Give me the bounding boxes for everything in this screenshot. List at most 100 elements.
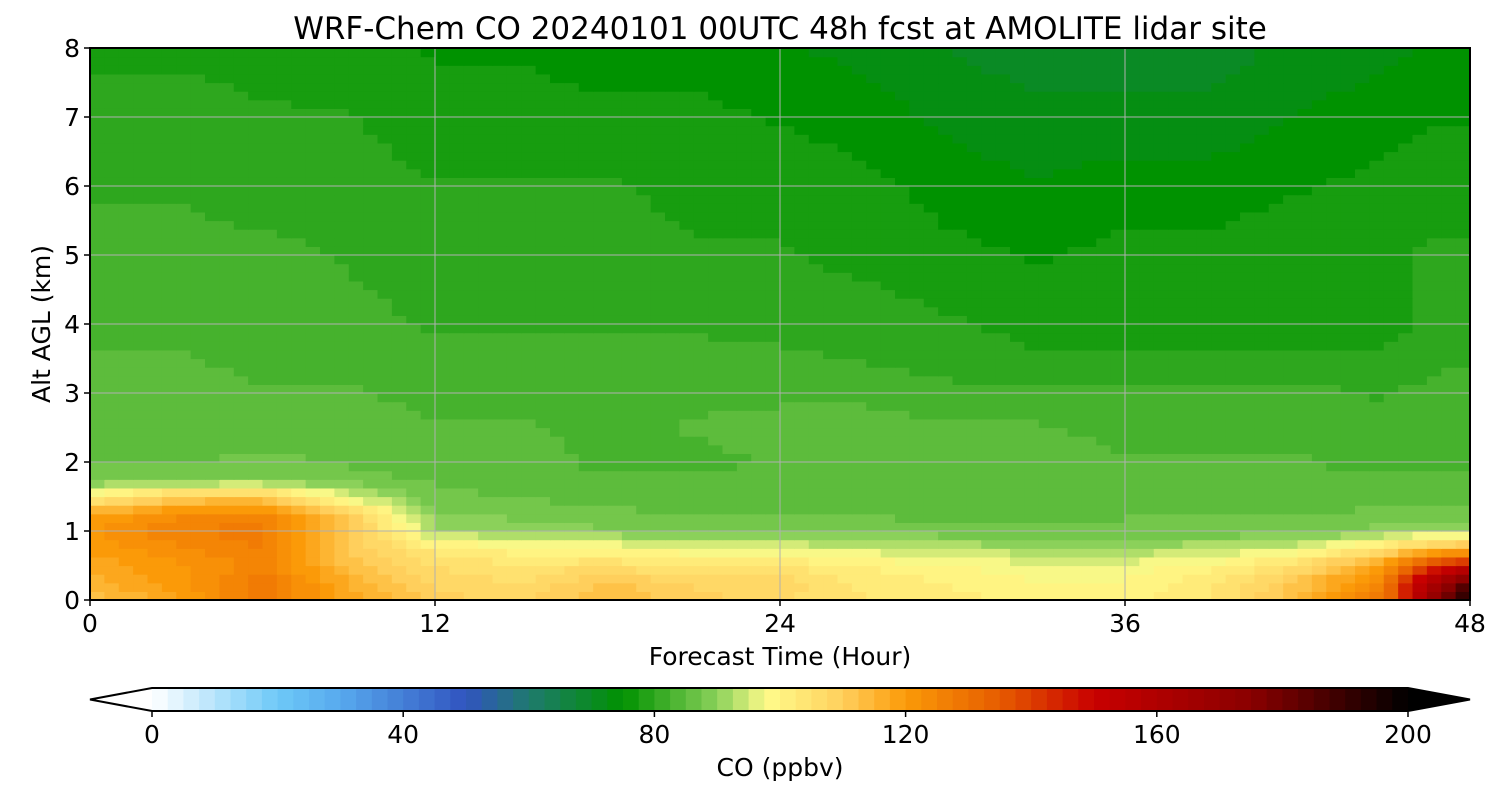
contour-cell bbox=[550, 272, 565, 282]
contour-cell bbox=[794, 513, 810, 523]
contour-cell bbox=[1412, 177, 1428, 187]
contour-cell bbox=[478, 186, 494, 196]
contour-cell bbox=[449, 341, 465, 351]
contour-cell bbox=[607, 591, 623, 601]
contour-cell bbox=[665, 367, 680, 377]
contour-cell bbox=[1024, 298, 1040, 308]
contour-cell bbox=[880, 410, 896, 420]
contour-cell bbox=[895, 246, 910, 256]
contour-cell bbox=[823, 280, 839, 291]
contour-cell bbox=[1340, 539, 1356, 549]
contour-cell bbox=[276, 367, 292, 377]
contour-cell bbox=[621, 539, 637, 549]
contour-cell bbox=[1254, 246, 1270, 256]
contour-cell bbox=[808, 453, 824, 463]
contour-cell bbox=[1225, 410, 1241, 420]
contour-cell bbox=[722, 332, 738, 342]
contour-cell bbox=[435, 556, 450, 567]
contour-cell bbox=[895, 255, 910, 265]
contour-cell bbox=[880, 427, 896, 437]
contour-cell bbox=[938, 160, 954, 170]
contour-cell bbox=[1240, 591, 1255, 601]
contour-cell bbox=[205, 177, 220, 187]
contour-cell bbox=[794, 358, 810, 368]
contour-cell bbox=[1254, 324, 1270, 334]
contour-cell bbox=[880, 565, 896, 575]
contour-cell bbox=[1297, 539, 1313, 549]
contour-cell bbox=[104, 556, 120, 567]
contour-cell bbox=[262, 591, 278, 601]
contour-cell bbox=[708, 522, 724, 532]
contour-cell bbox=[492, 194, 508, 204]
contour-cell bbox=[1398, 263, 1414, 273]
contour-cell bbox=[636, 393, 652, 403]
contour-cell bbox=[1038, 384, 1054, 394]
contour-cell bbox=[851, 582, 867, 592]
contour-cell bbox=[578, 470, 594, 480]
contour-cell bbox=[147, 367, 163, 377]
contour-cell bbox=[118, 280, 134, 291]
contour-cell bbox=[1383, 496, 1399, 506]
contour-cell bbox=[133, 272, 149, 282]
contour-cell bbox=[118, 177, 134, 187]
contour-cell bbox=[1426, 505, 1442, 515]
contour-cell bbox=[636, 246, 652, 256]
contour-cell bbox=[334, 522, 350, 532]
contour-cell bbox=[1225, 332, 1241, 342]
contour-cell bbox=[90, 522, 105, 532]
contour-cell bbox=[952, 349, 968, 360]
contour-cell bbox=[506, 306, 522, 316]
contour-cell bbox=[578, 522, 594, 532]
contour-cell bbox=[636, 462, 652, 472]
contour-cell bbox=[765, 393, 781, 403]
contour-cell bbox=[492, 220, 508, 230]
contour-cell bbox=[808, 410, 824, 420]
contour-cell bbox=[1081, 358, 1097, 368]
contour-cell bbox=[1398, 505, 1414, 515]
contour-cell bbox=[823, 505, 839, 515]
contour-cell bbox=[780, 427, 795, 437]
contour-cell bbox=[650, 229, 666, 239]
contour-cell bbox=[348, 332, 364, 342]
contour-cell bbox=[118, 539, 134, 549]
contour-cell bbox=[693, 341, 709, 351]
contour-cell bbox=[679, 324, 695, 334]
contour-cell bbox=[1125, 237, 1140, 247]
contour-cell bbox=[794, 410, 810, 420]
contour-cell bbox=[1311, 168, 1327, 178]
contour-cell bbox=[665, 341, 680, 351]
contour-cell bbox=[751, 280, 767, 291]
contour-cell bbox=[1139, 272, 1155, 282]
contour-cell bbox=[823, 384, 839, 394]
contour-cell bbox=[909, 315, 925, 325]
contour-cell bbox=[1326, 237, 1342, 247]
contour-cell bbox=[205, 220, 220, 230]
contour-cell bbox=[952, 186, 968, 196]
contour-cell bbox=[1412, 556, 1428, 567]
contour-cell bbox=[866, 341, 882, 351]
contour-cell bbox=[463, 358, 479, 368]
contour-cell bbox=[334, 582, 350, 592]
contour-cell bbox=[1254, 522, 1270, 532]
contour-cell bbox=[1139, 332, 1155, 342]
contour-cell bbox=[190, 168, 206, 178]
contour-cell bbox=[1024, 272, 1040, 282]
contour-cell bbox=[851, 410, 867, 420]
contour-cell bbox=[1297, 470, 1313, 480]
contour-cell bbox=[1053, 160, 1069, 170]
contour-cell bbox=[1326, 220, 1342, 230]
contour-cell bbox=[564, 548, 580, 558]
contour-cell bbox=[1225, 324, 1241, 334]
contour-cell bbox=[851, 358, 867, 368]
contour-cell bbox=[1383, 548, 1399, 558]
contour-cell bbox=[1196, 168, 1212, 178]
contour-cell bbox=[535, 418, 551, 429]
contour-cell bbox=[578, 401, 594, 411]
contour-cell bbox=[1038, 548, 1054, 558]
contour-cell bbox=[377, 324, 393, 334]
contour-cell bbox=[1369, 349, 1385, 360]
contour-cell bbox=[1038, 194, 1054, 204]
contour-cell bbox=[1441, 315, 1457, 325]
contour-cell bbox=[1412, 375, 1428, 385]
contour-cell bbox=[736, 315, 752, 325]
